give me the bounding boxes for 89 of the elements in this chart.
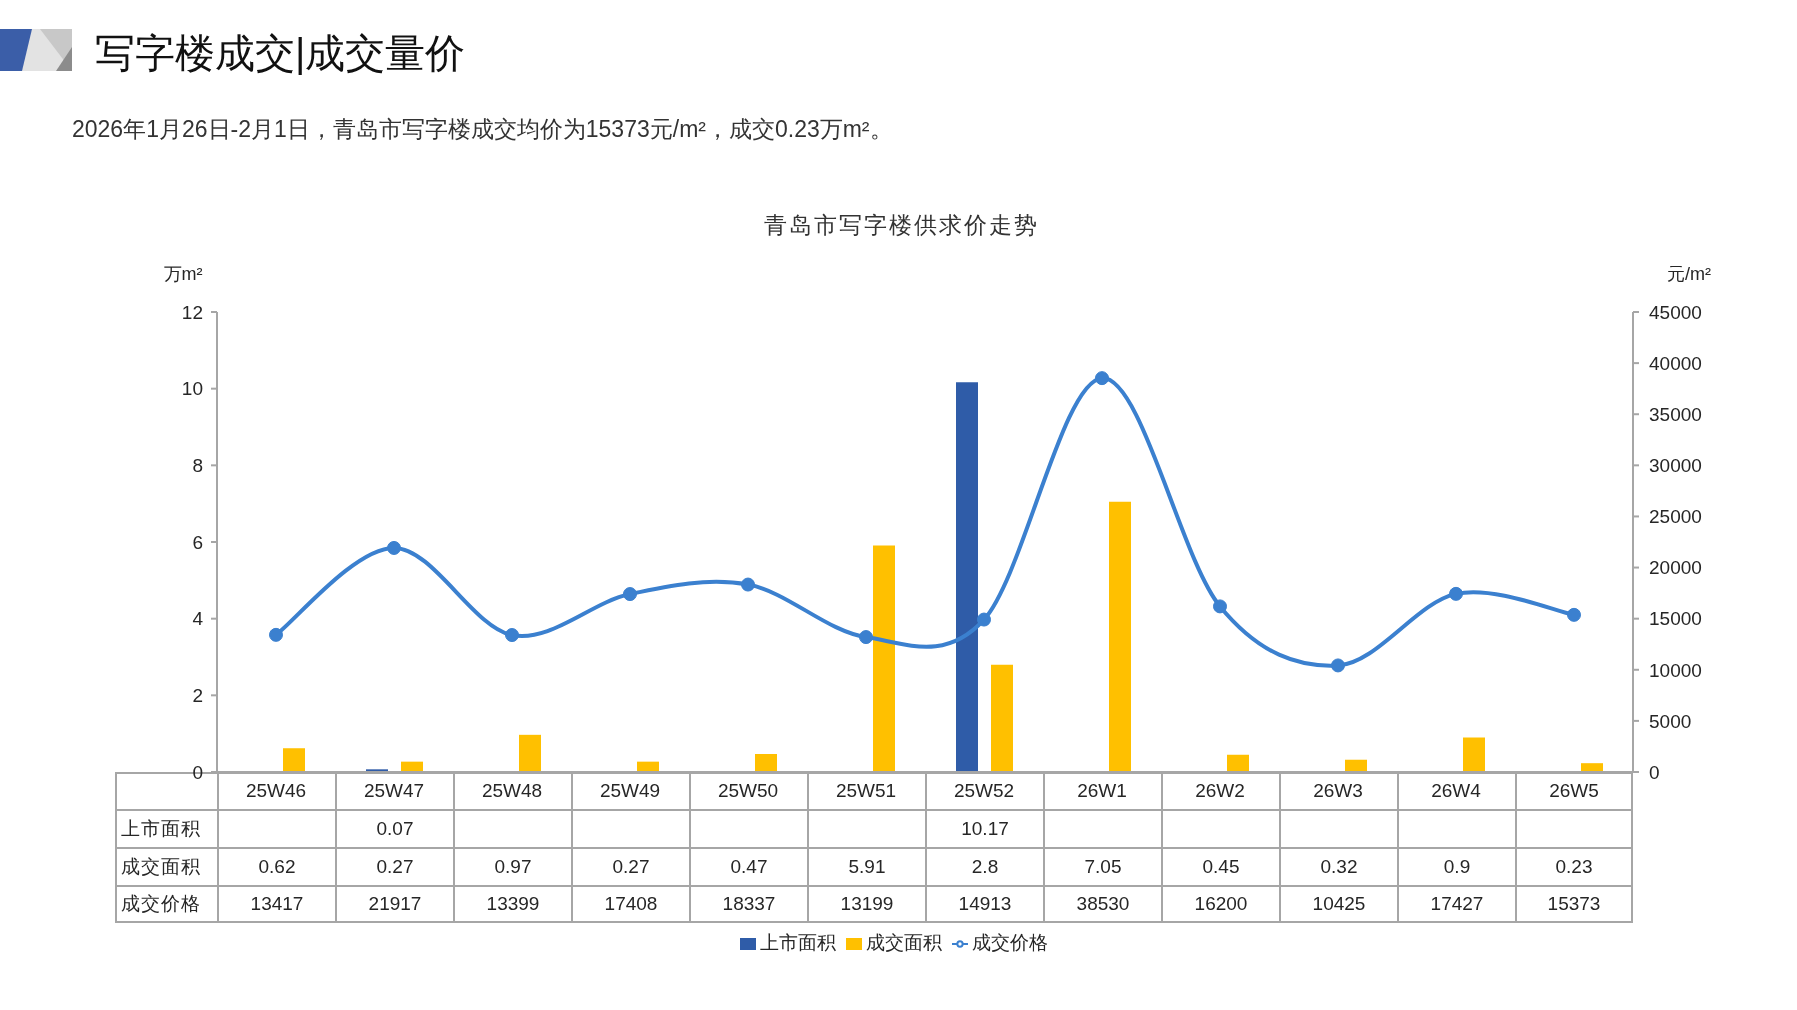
text: 2026年1月26日-2月1日，青岛市写字楼成交均价为15373元/m²，成交0.23万m²。	[72, 115, 893, 144]
x-tick-label: 26W5	[1549, 780, 1599, 802]
data-label: 0.23	[1515, 847, 1633, 885]
y-axis-title: 万m²	[162, 263, 204, 286]
point	[741, 577, 755, 592]
legend-label: 成交面积	[865, 932, 942, 953]
x-tick-label: 25W52	[953, 780, 1015, 802]
y2-tick-label: 30000	[1649, 455, 1702, 477]
bar	[873, 545, 895, 772]
y-tick-label: 4	[192, 608, 204, 630]
y2-tick-label: 25000	[1649, 506, 1702, 528]
y2-tick-label: 0	[1649, 761, 1660, 783]
point	[859, 630, 873, 645]
point	[269, 627, 283, 642]
data-label: 0.07	[335, 809, 453, 847]
y-tick-label: 0	[192, 761, 203, 783]
data-label: 2.8	[925, 847, 1043, 885]
point	[505, 628, 519, 643]
data-label: 17427	[1397, 885, 1515, 923]
x-tick-label: 25W47	[363, 780, 425, 802]
data-label: 10425	[1279, 885, 1397, 923]
x-tick-label: 25W48	[481, 780, 543, 802]
data-label: 13399	[453, 885, 571, 923]
bar	[1581, 763, 1603, 772]
data-label: 0.47	[689, 847, 807, 885]
bar	[755, 753, 777, 772]
bar	[1463, 737, 1485, 772]
x-tick-label: 26W2	[1195, 780, 1245, 802]
data-label: 18337	[689, 885, 807, 923]
text: 上市面积	[121, 818, 201, 839]
bar	[519, 734, 541, 772]
x-tick-label: 25W49	[599, 780, 661, 802]
data-label: 16200	[1161, 885, 1279, 923]
x-tick-label: 26W4	[1431, 780, 1482, 802]
y-tick-label: 6	[192, 531, 203, 553]
data-label: 38530	[1043, 885, 1161, 923]
point	[1567, 607, 1581, 622]
data-label: 17408	[571, 885, 689, 923]
y2-tick-label: 10000	[1649, 659, 1702, 681]
y-tick-label: 10	[181, 378, 203, 400]
data-label: 13199	[807, 885, 925, 923]
data-label: 0.45	[1161, 847, 1279, 885]
data-label: 15373	[1515, 885, 1633, 923]
x-tick-label: 26W3	[1313, 780, 1363, 802]
point	[387, 540, 401, 555]
point	[1095, 371, 1109, 386]
x-tick-label: 25W46	[245, 780, 307, 802]
data-label: 7.05	[1043, 847, 1161, 885]
y2-tick-label: 45000	[1649, 301, 1702, 323]
bar	[956, 382, 978, 772]
data-label: 5.91	[807, 847, 925, 885]
y2-tick-label: 5000	[1649, 710, 1692, 732]
x-tick-label: 26W1	[1077, 780, 1127, 802]
data-label: 0.32	[1279, 847, 1397, 885]
data-label: 13417	[217, 885, 335, 923]
text: 写字楼成交|成交量价	[95, 30, 466, 77]
data-label: 14913	[925, 885, 1043, 923]
bar	[1109, 501, 1131, 772]
y2-tick-label: 15000	[1649, 608, 1702, 630]
legend-label: 成交价格	[971, 932, 1048, 953]
y2-tick-label: 20000	[1649, 557, 1702, 579]
bar	[991, 664, 1013, 772]
data-label: 0.27	[571, 847, 689, 885]
bar	[1345, 759, 1367, 772]
bar	[283, 748, 305, 772]
y2-tick-label: 35000	[1649, 403, 1702, 425]
y-tick-label: 12	[181, 301, 203, 323]
x-tick-label: 25W51	[835, 780, 897, 802]
x-tick-label: 25W50	[717, 780, 779, 802]
y2-axis-title: 元/m²	[1666, 263, 1712, 286]
data-label: 21917	[335, 885, 453, 923]
bar	[1227, 754, 1249, 772]
legend-label: 上市面积	[759, 932, 836, 953]
data-label: 0.9	[1397, 847, 1515, 885]
text: 成交面积	[121, 856, 201, 877]
point	[977, 612, 991, 627]
data-label: 0.97	[453, 847, 571, 885]
data-label: 0.27	[335, 847, 453, 885]
chart-title: 青岛市写字楼供求价走势	[763, 211, 1040, 240]
y-tick-label: 8	[192, 455, 203, 477]
text: 成交价格	[121, 893, 201, 914]
y-tick-label: 2	[192, 685, 203, 707]
y2-tick-label: 40000	[1649, 352, 1702, 374]
data-label: 0.62	[217, 847, 335, 885]
data-label: 10.17	[925, 809, 1043, 847]
point	[1449, 586, 1463, 601]
point	[1331, 658, 1345, 673]
point	[623, 587, 637, 602]
point	[1213, 599, 1227, 614]
